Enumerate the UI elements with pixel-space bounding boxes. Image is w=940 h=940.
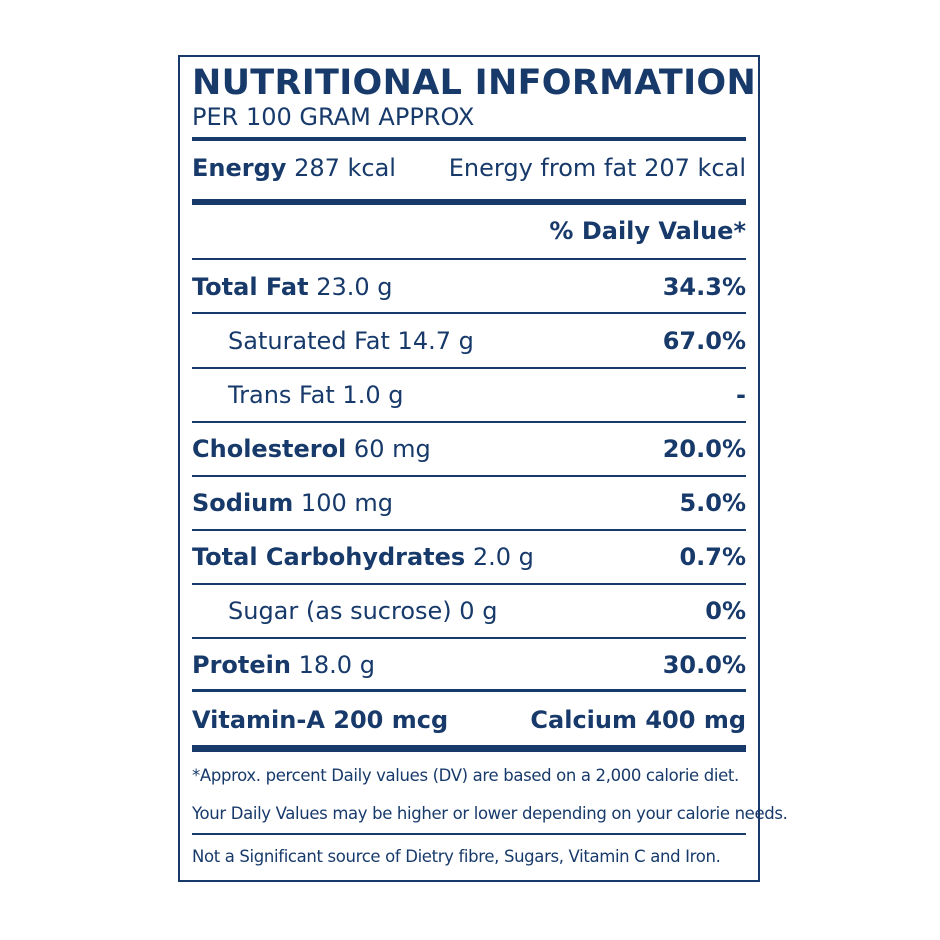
nutrient-row-sodium: Sodium 100 mg 5.0% xyxy=(192,476,746,530)
nutrient-percent: 0.7% xyxy=(679,543,746,571)
divider xyxy=(192,583,746,585)
energy-label: Energy 287 kcal xyxy=(192,154,396,182)
vitamin-calcium-row: Vitamin-A 200 mcg Calcium 400 mg xyxy=(192,693,746,747)
nutrient-amount: 60 mg xyxy=(353,435,431,463)
nutrient-row-sugar: Sugar (as sucrose) 0 g 0% xyxy=(192,584,746,638)
divider xyxy=(192,367,746,369)
nutrient-label: Protein 18.0 g xyxy=(192,651,375,679)
nutrient-label: Saturated Fat 14.7 g xyxy=(192,327,474,355)
thick-rule-top xyxy=(192,137,746,141)
footnote-daily-values: *Approx. percent Daily values (DV) are b… xyxy=(192,766,739,785)
nutrient-row-total-fat: Total Fat 23.0 g 34.3% xyxy=(192,260,746,314)
nutrient-percent: 30.0% xyxy=(662,651,746,679)
nutrient-amount: 0 g xyxy=(459,597,498,625)
nutrient-amount: 18.0 g xyxy=(298,651,375,679)
nutrient-label: Total Carbohydrates 2.0 g xyxy=(192,543,534,571)
energy-row: Energy 287 kcal Energy from fat 207 kcal xyxy=(192,141,746,195)
footnote-not-significant: Not a Significant source of Dietry fibre… xyxy=(192,847,721,866)
nutrient-amount: 23.0 g xyxy=(316,273,393,301)
nutrient-amount: 1.0 g xyxy=(342,381,404,409)
nutrient-row-cholesterol: Cholesterol 60 mg 20.0% xyxy=(192,422,746,476)
nutrient-name: Cholesterol xyxy=(192,435,347,463)
nutrient-row-protein: Protein 18.0 g 30.0% xyxy=(192,638,746,692)
nutrient-percent: 0% xyxy=(705,597,746,625)
nutrient-percent: 34.3% xyxy=(662,273,746,301)
energy-from-fat: Energy from fat 207 kcal xyxy=(448,154,746,182)
nutrient-label: Sodium 100 mg xyxy=(192,489,393,517)
nutrient-name: Sugar (as sucrose) xyxy=(228,597,452,625)
label-subtitle: PER 100 GRAM APPROX xyxy=(192,103,475,131)
divider-footnote xyxy=(192,833,746,835)
nutrient-amount: 14.7 g xyxy=(397,327,474,355)
divider xyxy=(192,258,746,260)
nutrition-label-content: NUTRITIONAL INFORMATION PER 100 GRAM APP… xyxy=(192,57,788,880)
nutrient-row-trans-fat: Trans Fat 1.0 g - xyxy=(192,368,746,422)
nutrient-percent: 67.0% xyxy=(662,327,746,355)
footnote-calorie-needs: Your Daily Values may be higher or lower… xyxy=(192,804,788,823)
vitamin-a: Vitamin-A 200 mcg xyxy=(192,706,449,734)
nutrient-percent: 5.0% xyxy=(679,489,746,517)
divider xyxy=(192,312,746,314)
nutrient-percent: 20.0% xyxy=(662,435,746,463)
divider xyxy=(192,475,746,477)
nutrient-name: Total Carbohydrates xyxy=(192,543,466,571)
divider xyxy=(192,637,746,639)
nutrient-row-total-carbohydrates: Total Carbohydrates 2.0 g 0.7% xyxy=(192,530,746,584)
divider xyxy=(192,529,746,531)
nutrient-percent: - xyxy=(736,381,746,409)
nutrient-label: Trans Fat 1.0 g xyxy=(192,381,403,409)
label-title: NUTRITIONAL INFORMATION xyxy=(192,63,757,103)
daily-value-header: % Daily Value* xyxy=(192,204,746,258)
nutrient-label: Total Fat 23.0 g xyxy=(192,273,393,301)
nutrient-name: Protein xyxy=(192,651,291,679)
nutrient-label: Sugar (as sucrose) 0 g xyxy=(192,597,497,625)
divider-protein xyxy=(192,689,746,692)
energy-value: 287 kcal xyxy=(294,154,396,182)
divider xyxy=(192,421,746,423)
nutrient-name: Sodium xyxy=(192,489,294,517)
nutrient-amount: 2.0 g xyxy=(472,543,534,571)
nutrient-name: Trans Fat xyxy=(228,381,335,409)
thick-rule-energy xyxy=(192,199,746,205)
energy-name: Energy xyxy=(192,154,287,182)
nutrition-label-panel: NUTRITIONAL INFORMATION PER 100 GRAM APP… xyxy=(178,55,788,882)
nutrient-amount: 100 mg xyxy=(300,489,393,517)
nutrient-row-saturated-fat: Saturated Fat 14.7 g 67.0% xyxy=(192,314,746,368)
nutrient-name: Total Fat xyxy=(192,273,309,301)
daily-value-header-text: % Daily Value* xyxy=(549,217,746,245)
calcium: Calcium 400 mg xyxy=(530,706,746,734)
thick-rule-bottom xyxy=(192,745,746,752)
nutrient-name: Saturated Fat xyxy=(228,327,390,355)
nutrient-label: Cholesterol 60 mg xyxy=(192,435,431,463)
